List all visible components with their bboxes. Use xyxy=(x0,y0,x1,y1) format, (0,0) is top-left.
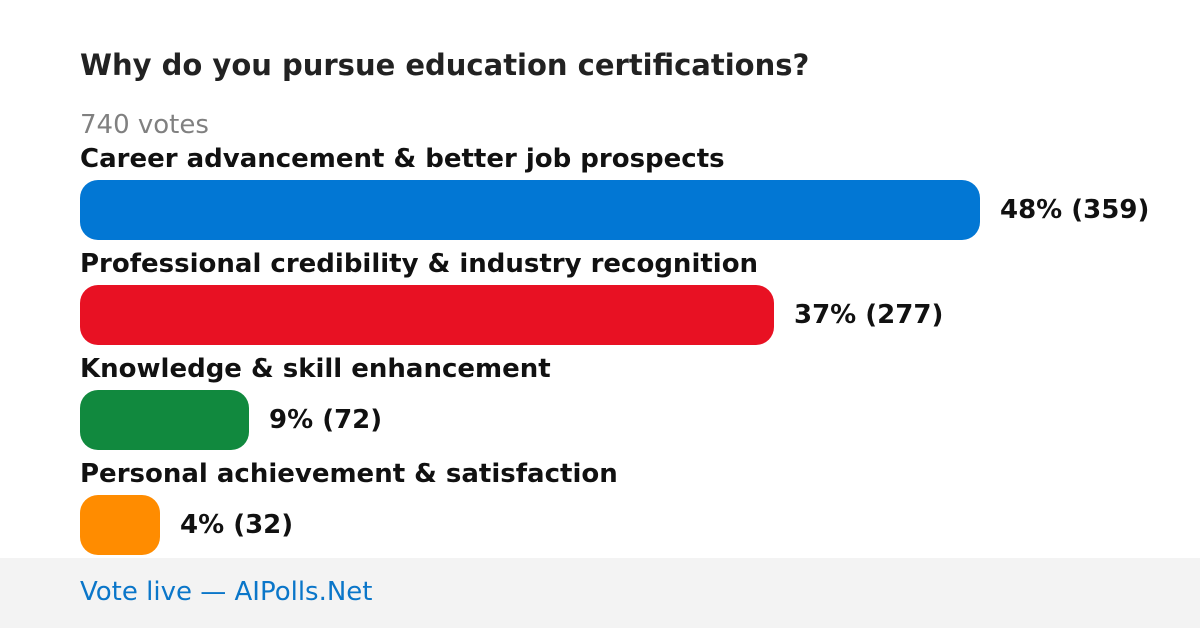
footer-bar: Vote live — AIPolls.Net xyxy=(0,558,1200,628)
result-bar xyxy=(80,390,249,450)
result-value-label: 4% (32) xyxy=(180,510,294,540)
result-value-label: 9% (72) xyxy=(269,405,383,435)
result-bar xyxy=(80,285,774,345)
option-label: Knowledge & skill enhancement xyxy=(80,354,551,384)
option-label: Career advancement & better job prospect… xyxy=(80,144,725,174)
result-value-label: 48% (359) xyxy=(1000,195,1150,225)
vote-live-link[interactable]: Vote live — AIPolls.Net xyxy=(80,577,373,607)
result-bar xyxy=(80,495,160,555)
result-value-label: 37% (277) xyxy=(794,300,944,330)
option-label: Personal achievement & satisfaction xyxy=(80,459,618,489)
option-label: Professional credibility & industry reco… xyxy=(80,249,759,279)
result-bar xyxy=(80,180,980,240)
poll-results-chart: Career advancement & better job prospect… xyxy=(80,144,1150,555)
total-votes: 740 votes xyxy=(80,110,209,140)
poll-title: Why do you pursue education certificatio… xyxy=(80,48,810,82)
